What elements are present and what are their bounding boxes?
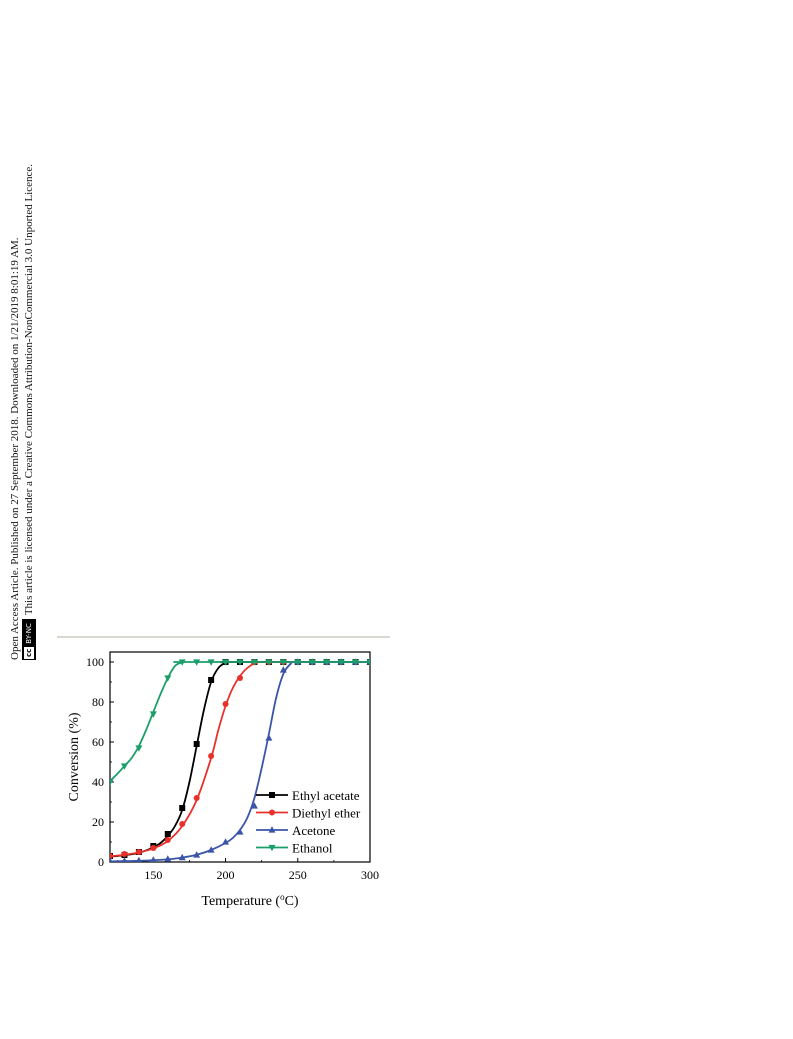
license-line-2: cc BY-NC This article is licensed under … (22, 0, 36, 660)
data-point-ethanol (236, 659, 244, 666)
data-point-diethyl-ether (179, 821, 186, 827)
data-point-diethyl-ether (193, 795, 200, 801)
data-point-ethanol (294, 659, 302, 666)
data-point-diethyl-ether (222, 701, 229, 707)
data-point-ethanol (279, 659, 287, 666)
data-point-ethanol (120, 763, 128, 770)
data-point-diethyl-ether (237, 675, 243, 681)
data-point-acetone (178, 853, 186, 861)
legend-marker-ethyl-acetate (269, 792, 275, 798)
data-point-ethanol (135, 745, 143, 752)
data-point-ethanol (178, 659, 186, 666)
x-tick-label: 200 (217, 868, 235, 882)
data-point-ethanol (265, 659, 273, 666)
data-point-ethanol (308, 659, 316, 666)
legend-label-diethyl-ether: Diethyl ether (292, 806, 361, 821)
data-point-acetone (136, 856, 142, 862)
data-point-acetone (250, 802, 258, 809)
y-axis-label: Conversion (%) (67, 712, 82, 801)
data-point-acetone (236, 828, 244, 835)
data-point-acetone (193, 851, 201, 858)
x-tick-label: 150 (144, 868, 162, 882)
data-point-ethanol (110, 779, 114, 786)
data-point-ethanol (222, 659, 230, 666)
x-tick-label: 300 (361, 868, 379, 882)
plot-frame (109, 651, 371, 863)
legend-label-ethyl-acetate: Ethyl acetate (292, 788, 360, 803)
legend-marker-diethyl-ether (269, 809, 275, 816)
y-tick-label: 100 (86, 655, 104, 669)
license-text: This article is licensed under a Creativ… (23, 163, 35, 616)
chart-legend: Ethyl acetate Diethyl ether Acetone Ethanol (256, 788, 361, 856)
data-point-diethyl-ether (164, 837, 171, 843)
legend-marker-acetone (268, 826, 276, 833)
x-axis-label: Temperature (oC) (201, 892, 299, 909)
license-notice: Open Access Article. Published on 27 Sep… (8, 0, 40, 660)
y-tick-label: 60 (92, 735, 104, 749)
conversion-chart: 0 20 40 60 80 100 150 200 250 300 Temperature (oC)… (67, 651, 379, 909)
data-point-acetone (222, 838, 230, 845)
data-point-acetone (207, 846, 215, 853)
data-point-diethyl-ether (208, 753, 215, 759)
data-point-diethyl-ether (150, 845, 157, 851)
data-point-ethanol (250, 659, 258, 666)
article-info-text: Open Access Article. Published on 27 Sep… (9, 237, 21, 660)
y-tick-label: 20 (92, 815, 104, 829)
data-point-acetone (279, 666, 287, 673)
data-point-ethyl-acetate (193, 741, 200, 747)
data-point-ethanol (164, 675, 172, 682)
data-point-acetone (164, 855, 172, 862)
series-ethanol (110, 659, 370, 786)
y-tick-label: 80 (92, 695, 104, 709)
data-point-ethyl-acetate (164, 831, 171, 837)
data-point-diethyl-ether (110, 853, 113, 859)
data-point-acetone (121, 857, 128, 862)
legend-label-acetone: Acetone (292, 823, 336, 838)
y-tick-label: 0 (98, 855, 104, 869)
license-line-1: Open Access Article. Published on 27 Sep… (8, 0, 22, 660)
x-tick-label: 250 (289, 868, 307, 882)
data-point-ethanol (207, 659, 215, 666)
data-point-diethyl-ether (135, 849, 142, 855)
data-point-ethanol (323, 659, 331, 666)
data-point-ethanol (352, 659, 360, 666)
legend-label-ethanol: Ethanol (292, 841, 333, 856)
data-point-ethyl-acetate (208, 677, 215, 683)
data-point-ethanol (337, 659, 345, 666)
data-point-acetone (150, 856, 157, 862)
data-point-ethanol (149, 711, 157, 718)
data-point-ethyl-acetate (179, 805, 186, 811)
data-point-acetone (265, 734, 273, 741)
y-tick-label: 40 (92, 775, 104, 789)
data-point-diethyl-ether (121, 851, 128, 857)
legend-marker-ethanol (268, 844, 276, 852)
data-point-ethanol (193, 659, 201, 666)
horizontal-divider (57, 636, 390, 638)
